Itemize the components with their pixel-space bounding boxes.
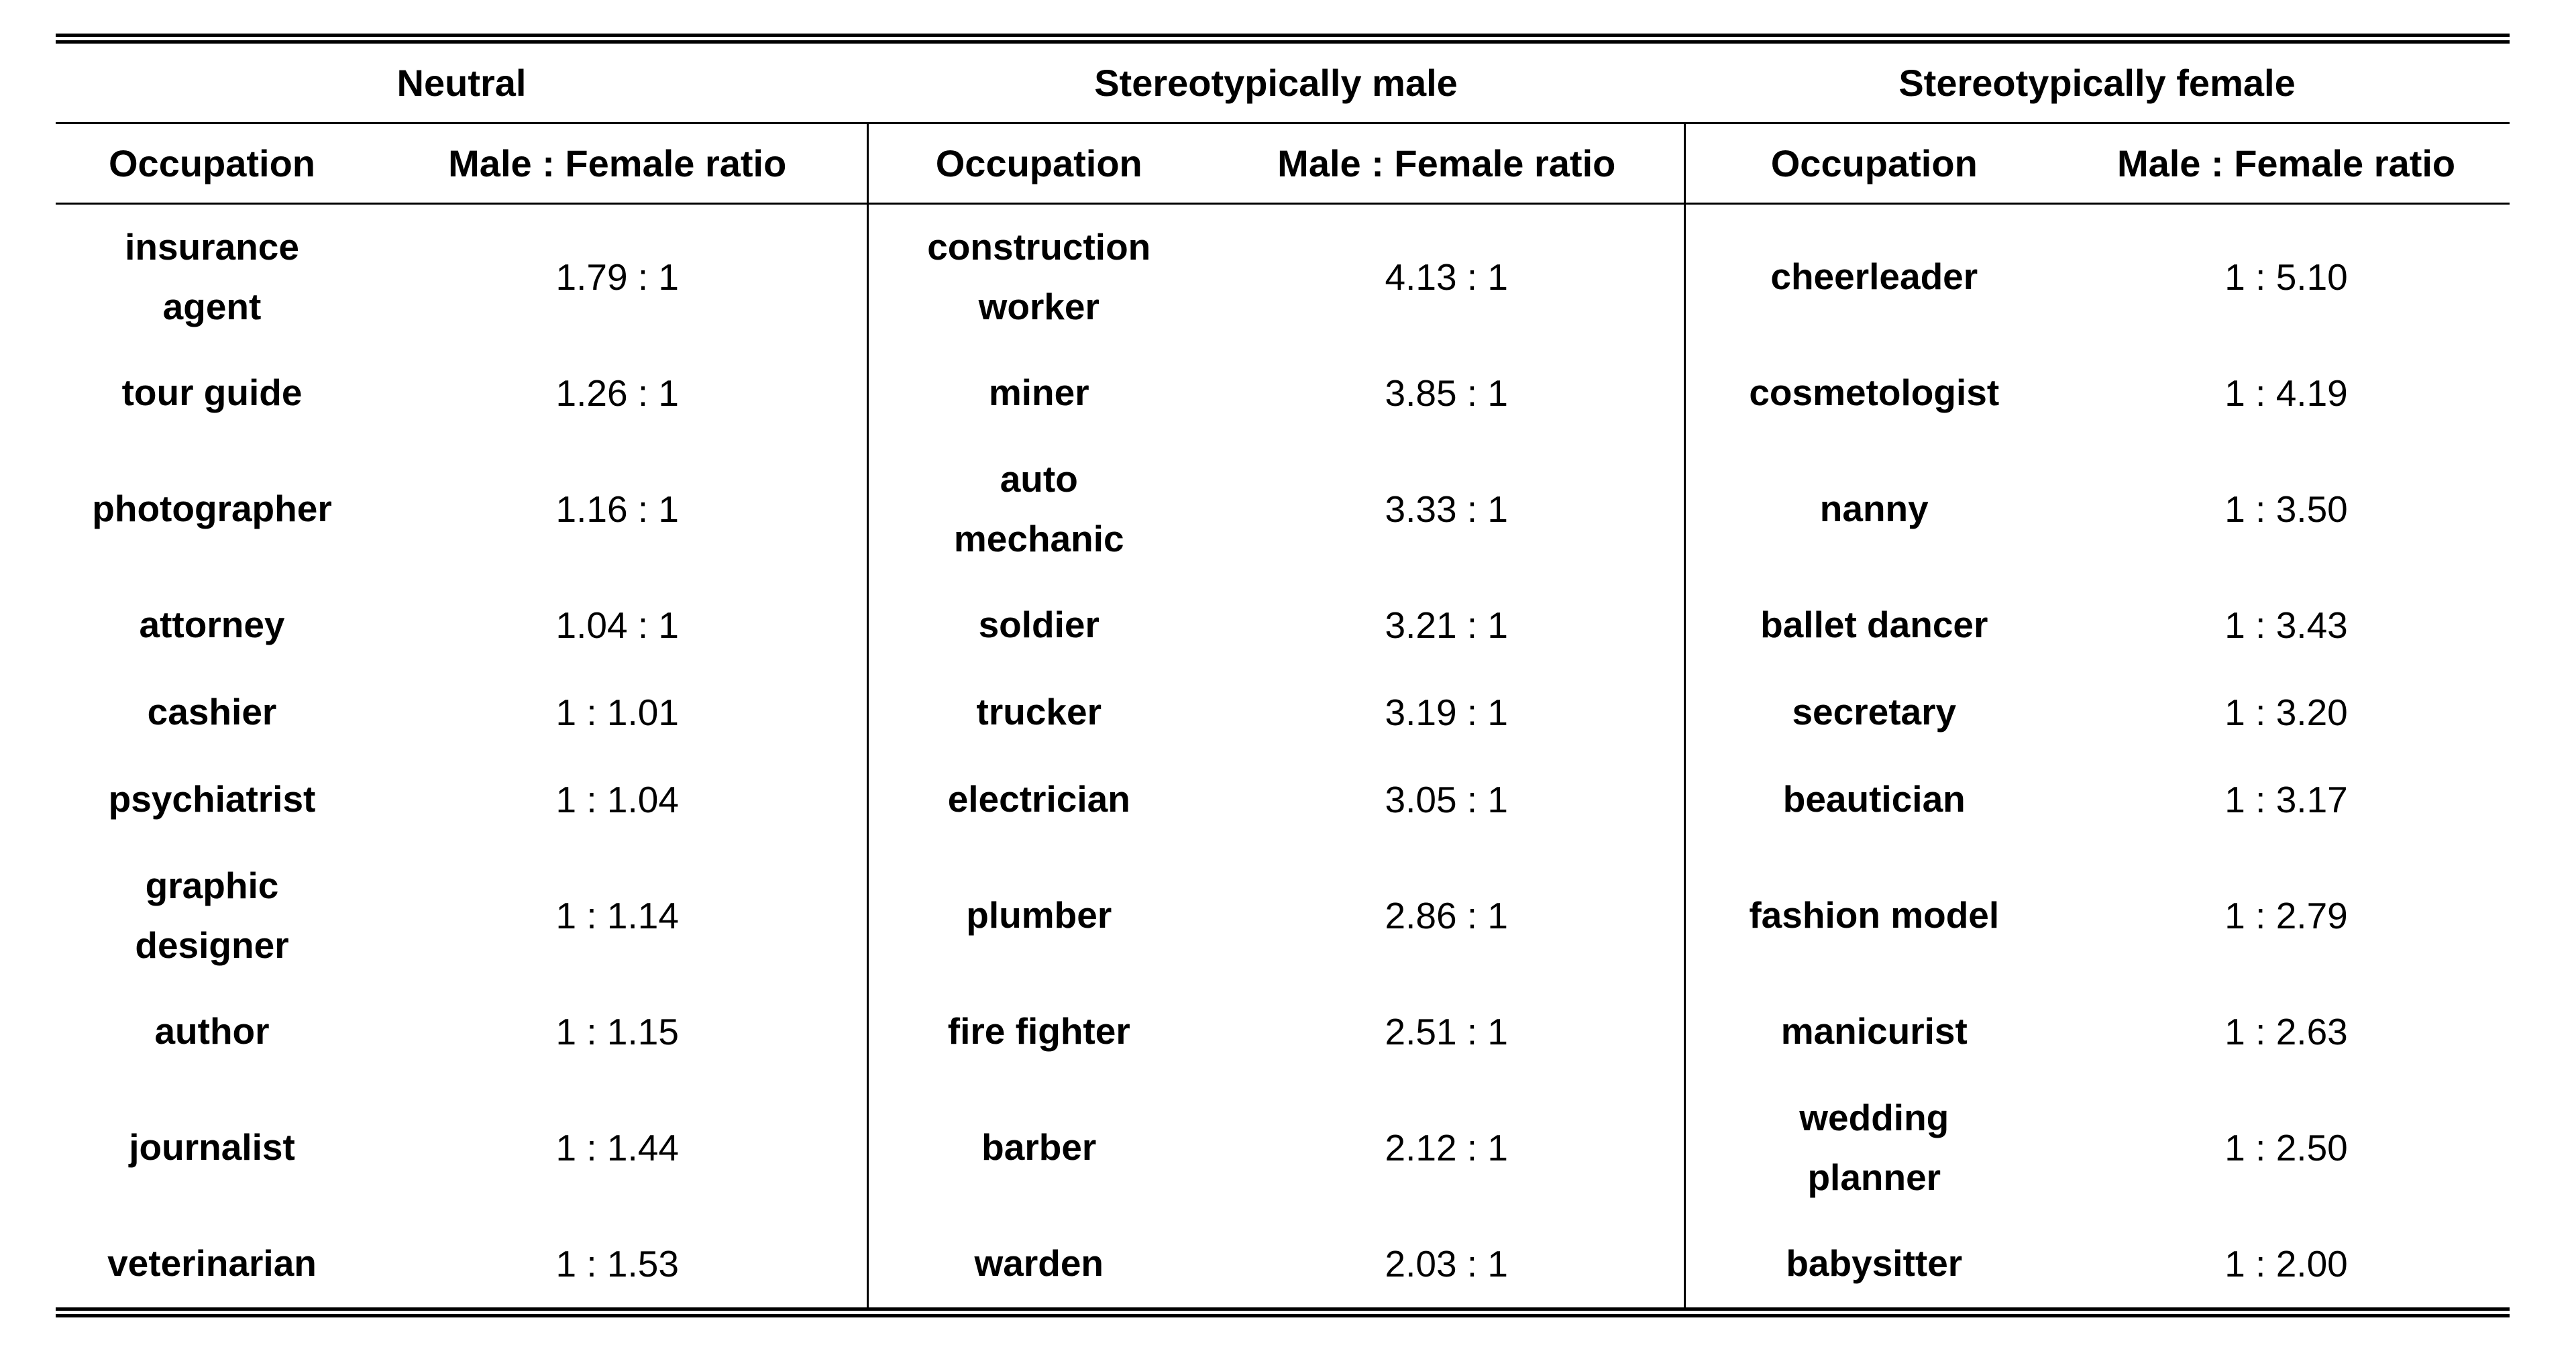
table-row: veterinarian 1 : 1.53 warden 2.03 : 1 ba… <box>56 1220 2510 1307</box>
ratio-cell: 1 : 1.14 <box>555 895 679 936</box>
occupation-cell: miner <box>866 349 1210 437</box>
table-row: journalist 1 : 1.44 barber 2.12 : 1 wedd… <box>56 1075 2510 1220</box>
ratio-cell: 1 : 3.50 <box>2224 488 2348 530</box>
table-row: cashier 1 : 1.01 trucker 3.19 : 1 secret… <box>56 669 2510 756</box>
table-row: photographer 1.16 : 1 auto mechanic 3.33… <box>56 437 2510 582</box>
ratio-cell: 1 : 1.01 <box>555 692 679 733</box>
ratio-cell: 1.26 : 1 <box>555 372 679 414</box>
ratio-cell: 1 : 1.53 <box>555 1243 679 1285</box>
table-row: tour guide 1.26 : 1 miner 3.85 : 1 cosme… <box>56 349 2510 437</box>
occupation-cell: cashier <box>147 691 277 733</box>
ratio-cell: 4.13 : 1 <box>1385 256 1508 298</box>
occupation-cell: babysitter <box>1683 1220 2063 1307</box>
ratio-table: Neutral Stereotypically male Stereotypic… <box>56 44 2510 1307</box>
column-header-occupation: Occupation <box>866 123 1210 205</box>
occupation-cell: warden <box>866 1220 1210 1307</box>
ratio-cell: 1 : 4.19 <box>2224 372 2348 414</box>
ratio-cell: 2.12 : 1 <box>1385 1127 1508 1169</box>
group-header-stereotypically-female: Stereotypically female <box>1684 44 2510 124</box>
group-header-row: Neutral Stereotypically male Stereotypic… <box>56 44 2510 124</box>
occupation-cell: psychiatrist <box>108 778 316 820</box>
ratio-cell: 3.33 : 1 <box>1385 488 1508 530</box>
occupation-cell: wedding planner <box>1683 1075 2063 1220</box>
occupation-cell: manicurist <box>1683 988 2063 1075</box>
ratio-cell: 1.04 : 1 <box>555 604 679 646</box>
ratio-cell: 3.85 : 1 <box>1385 372 1508 414</box>
column-header-ratio: Male : Female ratio <box>1210 123 1685 205</box>
table-row: psychiatrist 1 : 1.04 electrician 3.05 :… <box>56 756 2510 843</box>
occupation-cell: graphic designer <box>135 864 289 966</box>
ratio-cell: 1.16 : 1 <box>555 488 679 530</box>
ratio-cell: 1 : 3.43 <box>2224 604 2348 646</box>
occupation-cell: attorney <box>139 604 285 646</box>
ratio-cell: 1 : 1.04 <box>555 779 679 820</box>
ratio-cell: 2.51 : 1 <box>1385 1011 1508 1052</box>
ratio-cell: 1 : 2.50 <box>2224 1127 2348 1169</box>
occupation-cell: fashion model <box>1683 843 2063 988</box>
occupation-cell: electrician <box>866 756 1210 843</box>
column-header-ratio: Male : Female ratio <box>368 123 867 205</box>
column-header-row: Occupation Male : Female ratio Occupatio… <box>56 123 2510 205</box>
occupation-cell: fire fighter <box>866 988 1210 1075</box>
group-header-stereotypically-male: Stereotypically male <box>867 44 1685 124</box>
table-row: graphic designer 1 : 1.14 plumber 2.86 :… <box>56 843 2510 988</box>
column-header-occupation: Occupation <box>1683 123 2063 205</box>
table-row: attorney 1.04 : 1 soldier 3.21 : 1 balle… <box>56 582 2510 669</box>
table-row: author 1 : 1.15 fire fighter 2.51 : 1 ma… <box>56 988 2510 1075</box>
occupation-cell: ballet dancer <box>1683 582 2063 669</box>
ratio-cell: 1 : 2.79 <box>2224 895 2348 936</box>
ratio-cell: 3.21 : 1 <box>1385 604 1508 646</box>
occupation-cell: veterinarian <box>107 1242 317 1285</box>
occupation-cell: beautician <box>1683 756 2063 843</box>
occupation-cell: author <box>154 1010 270 1052</box>
occupation-cell: tour guide <box>121 372 303 414</box>
occupation-cell: cheerleader <box>1683 203 2063 349</box>
occupation-cell: barber <box>866 1075 1210 1220</box>
occupation-ratio-table: Neutral Stereotypically male Stereotypic… <box>56 34 2510 1317</box>
occupation-cell: journalist <box>129 1126 295 1169</box>
occupation-cell: auto mechanic <box>866 437 1210 582</box>
ratio-cell: 3.05 : 1 <box>1385 779 1508 820</box>
ratio-cell: 3.19 : 1 <box>1385 692 1508 733</box>
ratio-cell: 1 : 3.17 <box>2224 779 2348 820</box>
occupation-cell: secretary <box>1683 669 2063 756</box>
ratio-cell: 1 : 2.63 <box>2224 1011 2348 1052</box>
column-header-ratio: Male : Female ratio <box>2063 123 2510 205</box>
group-header-neutral: Neutral <box>56 44 867 124</box>
occupation-cell: photographer <box>92 488 332 530</box>
column-header-occupation: Occupation <box>56 123 368 205</box>
ratio-cell: 1 : 5.10 <box>2224 256 2348 298</box>
ratio-cell: 2.86 : 1 <box>1385 895 1508 936</box>
occupation-cell: soldier <box>866 582 1210 669</box>
occupation-cell: construction worker <box>866 203 1210 349</box>
ratio-cell: 2.03 : 1 <box>1385 1243 1508 1285</box>
occupation-cell: trucker <box>866 669 1210 756</box>
occupation-cell: insurance agent <box>125 225 299 327</box>
ratio-cell: 1 : 2.00 <box>2224 1243 2348 1285</box>
bottom-double-rule <box>56 1307 2510 1317</box>
ratio-cell: 1.79 : 1 <box>555 256 679 298</box>
occupation-cell: nanny <box>1683 437 2063 582</box>
ratio-cell: 1 : 1.44 <box>555 1127 679 1169</box>
ratio-cell: 1 : 3.20 <box>2224 692 2348 733</box>
occupation-cell: cosmetologist <box>1683 349 2063 437</box>
table-row: insurance agent 1.79 : 1 construction wo… <box>56 203 2510 349</box>
ratio-cell: 1 : 1.15 <box>555 1011 679 1052</box>
occupation-cell: plumber <box>866 843 1210 988</box>
top-double-rule <box>56 34 2510 44</box>
